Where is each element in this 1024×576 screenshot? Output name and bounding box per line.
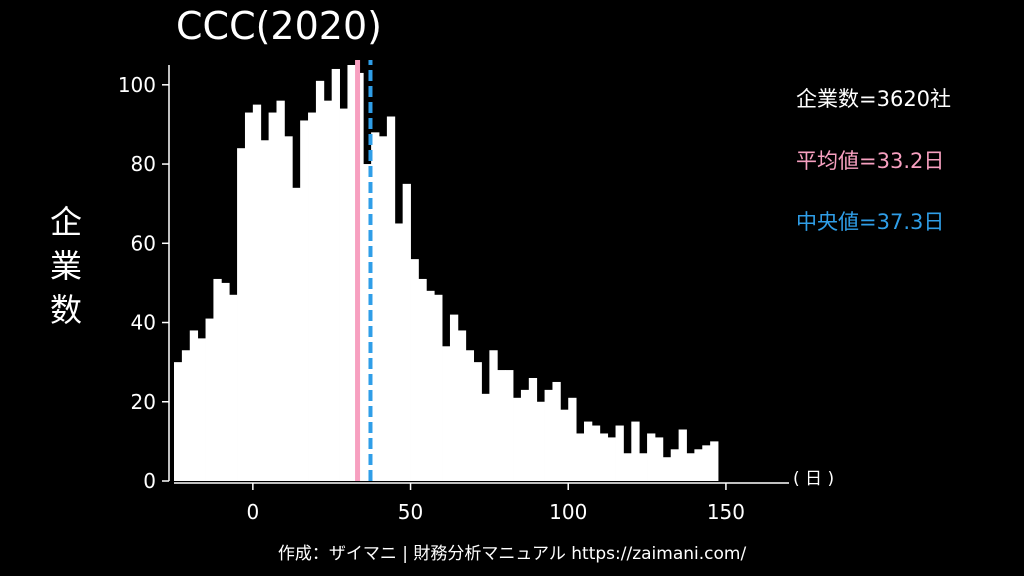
histogram-bar bbox=[520, 389, 530, 481]
histogram-bar bbox=[315, 80, 325, 481]
histogram-bar bbox=[694, 449, 703, 481]
histogram-bar bbox=[536, 401, 545, 481]
histogram-bar bbox=[489, 350, 498, 481]
histogram-bar bbox=[560, 409, 569, 481]
y-tick-label: 80 bbox=[131, 152, 156, 176]
histogram-bar bbox=[347, 65, 356, 481]
histogram-bar bbox=[544, 389, 553, 481]
histogram-bar bbox=[513, 397, 522, 481]
histogram-bar bbox=[631, 421, 640, 481]
histogram-bar bbox=[300, 120, 309, 481]
histogram-bar bbox=[308, 112, 317, 482]
histogram-bar bbox=[181, 350, 191, 481]
histogram-bar bbox=[197, 338, 206, 481]
x-tick-label: 0 bbox=[246, 500, 259, 524]
histogram-bar bbox=[457, 330, 467, 481]
histogram-bar bbox=[252, 104, 262, 481]
histogram-bar bbox=[607, 437, 616, 481]
histogram-bar bbox=[678, 429, 687, 481]
histogram-bar bbox=[481, 393, 490, 481]
histogram-bar bbox=[410, 259, 419, 481]
histogram-bar bbox=[244, 112, 254, 482]
histogram-bar bbox=[229, 294, 238, 481]
histogram-bar bbox=[386, 116, 396, 481]
histogram-bar bbox=[189, 330, 199, 481]
histogram-bar bbox=[331, 68, 340, 481]
y-tick-label: 40 bbox=[131, 311, 156, 335]
histogram-bar bbox=[654, 437, 664, 481]
histogram-bar bbox=[418, 278, 427, 481]
histogram-bar bbox=[670, 449, 680, 481]
histogram-bar bbox=[623, 453, 632, 481]
y-axis-label: 企 業 数 bbox=[46, 200, 86, 332]
x-axis-unit: ( 日 ) bbox=[793, 469, 835, 489]
histogram-bar bbox=[434, 294, 443, 481]
y-tick-label: 0 bbox=[143, 469, 156, 493]
histogram-bar bbox=[465, 350, 475, 481]
histogram-bar bbox=[497, 370, 506, 481]
histogram-bar bbox=[426, 290, 435, 481]
histogram-bar bbox=[276, 100, 285, 482]
mean-label: 平均値=33.2日 bbox=[796, 149, 945, 173]
y-axis-label-char: 業 bbox=[49, 247, 82, 285]
y-axis-label-char: 企 bbox=[49, 203, 82, 241]
y-tick-label: 100 bbox=[118, 73, 156, 97]
histogram-bar bbox=[363, 164, 372, 482]
histogram-bar bbox=[237, 148, 246, 481]
histogram-bar bbox=[371, 132, 380, 481]
x-tick-label: 150 bbox=[707, 500, 745, 524]
histogram-bar bbox=[591, 425, 601, 481]
histogram-bar bbox=[174, 362, 183, 481]
histogram-bar bbox=[292, 187, 301, 482]
histogram-bar bbox=[615, 425, 624, 481]
histogram-bar bbox=[339, 108, 348, 481]
histogram-bar bbox=[702, 445, 711, 481]
histogram-bar bbox=[449, 314, 459, 481]
histogram-bar bbox=[639, 453, 648, 481]
histogram-bar bbox=[599, 433, 609, 481]
y-tick-label: 60 bbox=[131, 231, 156, 255]
company-count-label: 企業数=3620社 bbox=[796, 87, 952, 111]
histogram-bar bbox=[402, 183, 411, 481]
histogram-bar bbox=[528, 377, 538, 481]
histogram-bar bbox=[205, 318, 214, 481]
x-tick-label: 100 bbox=[549, 500, 587, 524]
credit-footer: 作成：ザイマニ | 財務分析マニュアル https://zaimani.com/ bbox=[277, 544, 747, 564]
chart-title: CCC(2020) bbox=[176, 4, 382, 48]
histogram-bar bbox=[213, 278, 222, 481]
histogram-bar bbox=[473, 362, 482, 481]
histogram-bar bbox=[221, 282, 230, 481]
histogram-bar bbox=[284, 136, 293, 482]
histogram-bar bbox=[260, 140, 270, 481]
x-tick-label: 50 bbox=[398, 500, 423, 524]
histogram-bar bbox=[323, 100, 333, 482]
histogram-bar bbox=[576, 433, 585, 481]
histogram-bar bbox=[584, 421, 593, 481]
histogram-bar bbox=[647, 433, 656, 481]
median-label: 中央値=37.3日 bbox=[796, 210, 945, 234]
histogram-bar bbox=[568, 397, 577, 481]
histogram-bar bbox=[552, 381, 561, 481]
histogram-bar bbox=[268, 112, 277, 482]
histogram-bar bbox=[505, 370, 514, 481]
histogram-bar bbox=[442, 346, 451, 481]
y-axis-label-char: 数 bbox=[49, 291, 82, 329]
histogram-bar bbox=[394, 223, 404, 481]
histogram-bar bbox=[686, 453, 695, 481]
y-tick-label: 20 bbox=[131, 390, 156, 414]
histogram-bar bbox=[710, 441, 719, 481]
histogram-bar bbox=[379, 136, 388, 482]
histogram-bar bbox=[662, 457, 672, 481]
